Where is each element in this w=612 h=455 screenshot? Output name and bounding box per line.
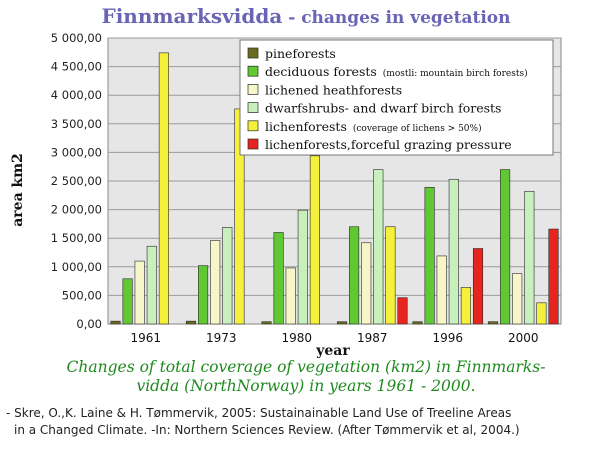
legend-label: dwarfshrubs- and dwarf birch forests: [265, 101, 501, 116]
bar-lichenforests-forceful-grazing-pressure-1996: [472, 248, 484, 325]
y-tick-label: 3 000,00: [51, 145, 102, 159]
bar-lichenforests-forceful-grazing-pressure-1987: [397, 297, 408, 325]
chart-title-main: Finnmarksvidda: [101, 4, 283, 28]
legend-label: lichenforests,forceful grazing pressure: [265, 137, 512, 152]
bar-deciduous-forests-1987: [349, 226, 360, 325]
bar-pineforests-1987: [336, 321, 348, 325]
x-tick-label: 1987: [357, 331, 388, 345]
bar-pineforests-2000: [487, 321, 499, 325]
legend-note: (coverage of lichens > 50%): [353, 123, 482, 134]
bar-pineforests-1973: [185, 320, 197, 325]
chart-title-sub: - changes in vegetation: [282, 8, 511, 28]
x-tick-label: 1961: [130, 331, 161, 345]
bar-deciduous-forests-1973: [198, 265, 209, 325]
legend-note: (mostli: mountain birch forests): [383, 68, 528, 79]
bar-lichenforests-2000: [536, 302, 547, 325]
x-tick-label: 2000: [508, 331, 539, 345]
bar-dwarfshrubs-and-dwarf-birch-forests-2000: [524, 190, 535, 325]
legend-swatch: [247, 120, 259, 132]
x-tick-label: 1980: [281, 331, 312, 345]
bar-lichenforests-forceful-grazing-pressure-2000: [548, 228, 559, 325]
bar-lichened-heathforests-1961: [134, 260, 145, 325]
legend-swatch: [247, 138, 259, 150]
bar-lichenforests-1996: [460, 287, 471, 325]
legend-label: pineforests: [265, 46, 336, 61]
chart-title: Finnmarksvidda - changes in vegetation: [0, 4, 612, 28]
bar-lichenforests-1973: [234, 108, 245, 325]
caption-line-1: Changes of total coverage of vegetation …: [66, 358, 546, 376]
y-axis-label: area km2: [10, 153, 26, 227]
legend-swatch: [247, 102, 259, 113]
reference-line-2: in a Changed Climate. -In: Northern Scie…: [14, 423, 520, 437]
x-axis-ticks: 1961 1973 1980 1987 1996 2000: [130, 331, 538, 345]
bars: [110, 52, 559, 325]
x-axis-label: year: [315, 343, 350, 359]
bar-dwarfshrubs-and-dwarf-birch-forests-1961: [146, 245, 157, 325]
bar-deciduous-forests-2000: [500, 169, 511, 325]
y-tick-label: 1 000,00: [51, 260, 102, 274]
y-axis-ticks: 0,00 500,00 1 000,00 1 500,00 2 000,00 2 500,…: [51, 31, 102, 331]
legend-swatch: [247, 47, 259, 59]
bar-deciduous-forests-1980: [273, 232, 284, 325]
legend-label: lichened heathforests: [265, 82, 402, 97]
y-tick-label: 5 000,00: [51, 31, 102, 45]
bar-lichenforests-1980: [309, 155, 320, 325]
y-tick-label: 0,00: [76, 317, 102, 331]
bar-lichenforests-1987: [385, 226, 396, 325]
y-tick-label: 2 000,00: [51, 203, 102, 217]
legend-swatch: [247, 84, 259, 95]
legend-box: [239, 39, 554, 156]
bar-dwarfshrubs-and-dwarf-birch-forests-1973: [222, 227, 233, 325]
bar-pineforests-1980: [261, 321, 272, 325]
y-tick-label: 4 500,00: [51, 60, 102, 74]
bar-pineforests-1961: [110, 320, 121, 325]
bar-deciduous-forests-1961: [122, 278, 133, 325]
reference: - Skre, O.,K. Laine & H. Tømmervik, 2005…: [6, 405, 610, 439]
reference-line-1: - Skre, O.,K. Laine & H. Tømmervik, 2005…: [6, 406, 512, 420]
bar-lichened-heathforests-1987: [361, 242, 372, 325]
bar-lichened-heathforests-1973: [210, 240, 221, 325]
y-tick-label: 1 500,00: [51, 231, 102, 245]
bar-lichened-heathforests-1980: [285, 267, 296, 325]
x-tick-label: 1973: [206, 331, 237, 345]
x-tick-label: 1996: [432, 331, 463, 345]
caption: Changes of total coverage of vegetation …: [0, 358, 612, 396]
bar-dwarfshrubs-and-dwarf-birch-forests-1996: [448, 178, 459, 325]
bar-deciduous-forests-1996: [424, 186, 435, 325]
bar-dwarfshrubs-and-dwarf-birch-forests-1980: [297, 209, 308, 325]
y-tick-label: 500,00: [62, 288, 102, 302]
bar-dwarfshrubs-and-dwarf-birch-forests-1987: [373, 169, 384, 325]
legend-swatch: [247, 65, 259, 77]
caption-line-2: vidda (NorthNorway) in years 1961 - 2000…: [136, 377, 476, 395]
bar-pineforests-1996: [412, 321, 423, 325]
y-tick-label: 4 000,00: [51, 88, 102, 102]
y-tick-label: 2 500,00: [51, 174, 102, 188]
bar-lichened-heathforests-2000: [512, 273, 523, 325]
bar-chart: 0,00 500,00 1 000,00 1 500,00 2 000,00 2 500,…: [10, 31, 562, 359]
bar-lichened-heathforests-1996: [436, 255, 447, 325]
bar-lichenforests-1961: [158, 52, 169, 325]
y-tick-label: 3 500,00: [51, 117, 102, 131]
